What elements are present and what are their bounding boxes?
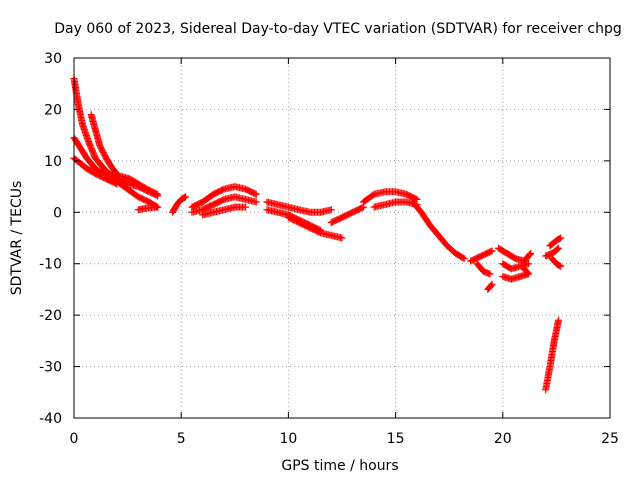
series-arc-y <box>542 244 563 260</box>
data-point <box>242 203 250 211</box>
x-tick-label: 25 <box>601 431 619 447</box>
series-arc-o <box>359 188 421 206</box>
data-point <box>180 194 188 201</box>
data-point <box>557 262 565 270</box>
data-point <box>525 260 533 268</box>
data-point <box>488 280 496 288</box>
data-point <box>487 281 495 289</box>
series-arc-x <box>520 265 533 278</box>
data-point <box>555 244 563 252</box>
x-tick-label: 5 <box>177 431 186 447</box>
data-point <box>557 234 565 242</box>
data-points <box>70 75 565 394</box>
series-arc-ab <box>542 316 563 394</box>
series-arc-s <box>473 260 494 278</box>
data-point <box>154 203 162 211</box>
series-arc-g <box>169 193 189 216</box>
data-point <box>459 254 467 262</box>
series-arc-r <box>467 247 496 265</box>
plot-frame <box>73 57 611 419</box>
data-point <box>251 190 259 198</box>
x-tick-label: 20 <box>494 431 512 447</box>
series-arc-w <box>499 270 533 283</box>
y-tick-label: -10 <box>39 257 62 273</box>
chart-title: Day 060 of 2023, Sidereal Day-to-day VTE… <box>54 21 622 37</box>
y-tick-label: 0 <box>53 205 62 221</box>
series-arc-c <box>70 154 121 188</box>
series-arc-u <box>495 244 535 265</box>
data-point <box>252 198 260 206</box>
data-point <box>486 270 494 278</box>
y-tick-label: -20 <box>39 308 62 324</box>
data-point <box>556 262 564 270</box>
grid <box>74 58 610 418</box>
series-arc-n <box>327 203 367 227</box>
data-point <box>553 245 561 253</box>
data-point <box>252 190 260 198</box>
axis-ticks: 0 5 10 15 20 25 -40 -30 -20 -10 0 10 20 30 <box>39 51 619 447</box>
series-arc-e <box>117 172 162 198</box>
data-point <box>181 193 189 201</box>
series-arc-aa <box>548 255 565 270</box>
y-axis-title: SDTVAR / TECUs <box>9 181 25 296</box>
data-point <box>524 269 532 277</box>
data-point <box>555 316 563 324</box>
data-point <box>487 248 495 255</box>
y-tick-label: 10 <box>44 154 62 170</box>
series-arc-d <box>87 111 123 180</box>
data-point <box>152 190 160 198</box>
series-arc-j <box>199 203 250 219</box>
series-arc-q <box>409 198 468 263</box>
series-arc-z <box>546 234 565 250</box>
series-arc-t <box>484 280 496 293</box>
data-point <box>338 234 346 242</box>
data-point <box>488 247 496 255</box>
data-point <box>113 180 121 188</box>
series-arc-h <box>188 183 260 211</box>
x-axis-title: GPS time / hours <box>281 458 398 474</box>
data-point <box>526 251 534 259</box>
y-tick-label: 20 <box>44 102 62 118</box>
series-arc-f <box>134 203 162 214</box>
data-point <box>556 235 564 243</box>
series-arc-m <box>284 213 346 242</box>
data-point <box>460 255 468 263</box>
data-point <box>327 206 335 214</box>
data-point <box>154 190 162 198</box>
x-tick-label: 10 <box>279 431 297 447</box>
x-tick-label: 15 <box>387 431 405 447</box>
y-tick-label: -30 <box>39 360 62 376</box>
data-point <box>358 204 366 212</box>
data-point <box>112 179 120 187</box>
series-arc-v <box>499 260 533 273</box>
data-point <box>525 270 533 278</box>
y-tick-label: 30 <box>44 51 62 67</box>
series-arc-k <box>263 198 335 216</box>
data-point <box>114 171 122 179</box>
data-point <box>527 249 535 257</box>
series-arc-i <box>188 193 260 216</box>
y-tick-label: -40 <box>39 411 62 427</box>
x-tick-label: 0 <box>70 431 79 447</box>
